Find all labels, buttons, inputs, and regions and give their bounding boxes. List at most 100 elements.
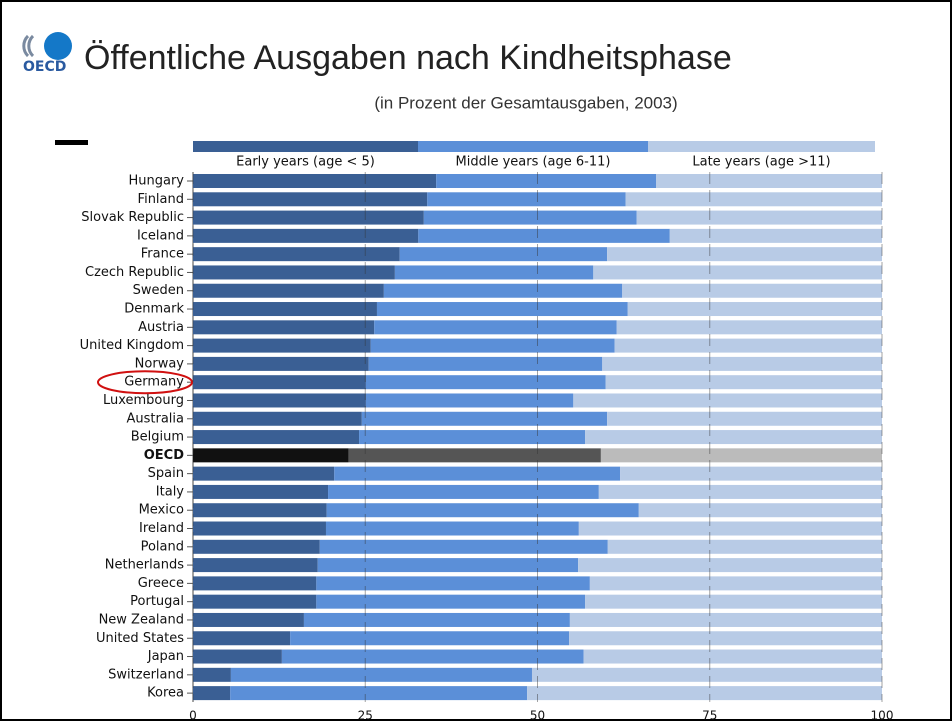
bar-segment — [281, 649, 584, 664]
bar-segment — [607, 411, 882, 426]
y-tick-label: Belgium — [131, 430, 184, 445]
bar-segment — [605, 375, 882, 390]
chart-title: Öffentliche Ausgaben nach Kindheitsphase — [84, 39, 732, 77]
bar-segment — [348, 448, 601, 463]
bar-segment — [365, 393, 574, 408]
bar-segment — [669, 228, 882, 243]
y-tick-label: Poland — [141, 539, 184, 554]
legend-swatch — [418, 141, 648, 152]
bar-segment — [589, 576, 882, 591]
y-tick-label: Greece — [138, 576, 184, 591]
y-tick-label: Czech Republic — [85, 265, 184, 280]
y-tick-label: Iceland — [137, 228, 184, 243]
y-tick-label: United Kingdom — [80, 338, 184, 353]
y-tick-label: Australia — [126, 411, 184, 426]
bar-segment — [368, 356, 603, 371]
bar-segment — [193, 247, 400, 262]
bar-segment — [193, 283, 384, 298]
legend-label: Early years (age < 5) — [236, 155, 375, 170]
y-tick-label: Netherlands — [105, 558, 184, 573]
bar-segment — [370, 338, 615, 353]
y-tick-label: Norway — [135, 356, 185, 371]
bar-segment — [399, 247, 608, 262]
bar-segment — [625, 192, 882, 207]
x-tick-label: 75 — [702, 709, 717, 721]
y-tick-label: Germany — [124, 375, 184, 390]
bar-segment — [193, 210, 424, 225]
y-tick-label: Korea — [147, 686, 184, 701]
bar-segment — [585, 594, 882, 609]
bar-segment — [193, 484, 329, 499]
bar-segment — [573, 393, 882, 408]
bar-segment — [193, 393, 366, 408]
bar-segment — [394, 265, 594, 280]
x-tick-label: 25 — [358, 709, 373, 721]
bar-segment — [622, 283, 882, 298]
y-tick-label: Mexico — [139, 503, 184, 518]
y-tick-label: France — [141, 247, 184, 262]
bar-segment — [193, 192, 428, 207]
bar-segment — [193, 174, 437, 188]
bar-segment — [636, 210, 882, 225]
logo-arc — [27, 34, 35, 58]
bar-segment — [193, 612, 304, 627]
bar-segment — [230, 686, 528, 701]
y-tick-label: Italy — [156, 484, 185, 499]
bar-segment — [328, 484, 599, 499]
bar-segment — [193, 667, 231, 682]
legend-swatch — [648, 141, 875, 152]
bar-segment — [638, 503, 882, 518]
y-tick-label: Austria — [138, 320, 184, 335]
bar-segment — [427, 192, 626, 207]
legend-label: Late years (age >11) — [692, 155, 830, 170]
bar-segment — [578, 521, 882, 536]
bar-segment — [627, 302, 882, 317]
bar-segment — [230, 667, 532, 682]
bar-segment — [303, 612, 570, 627]
y-tick-label: New Zealand — [99, 612, 184, 627]
bar-segment — [527, 686, 882, 701]
y-tick-label: Luxembourg — [103, 393, 184, 408]
bar-segment — [616, 320, 882, 335]
bar-segment — [316, 576, 590, 591]
dash — [55, 140, 88, 145]
bar-segment — [193, 466, 335, 481]
x-tick-label: 0 — [189, 709, 197, 721]
bar-segment — [193, 320, 375, 335]
bar-segment — [383, 283, 623, 298]
bar-segment — [593, 265, 882, 280]
bar-segment — [193, 503, 327, 518]
y-tick-label: Finland — [138, 192, 184, 207]
chart-subtitle: (in Prozent der Gesamtausgaben, 2003) — [374, 93, 677, 112]
bar-segment — [193, 558, 318, 573]
logo: OECD — [22, 32, 72, 75]
bar-segment — [193, 576, 317, 591]
bar-segment — [193, 411, 362, 426]
bar-segment — [569, 612, 882, 627]
bar-segment — [193, 521, 326, 536]
y-tick-label: Japan — [147, 649, 184, 664]
logo-arc — [22, 34, 30, 58]
bar-segment — [361, 411, 608, 426]
bar-segment — [193, 448, 349, 463]
y-tick-label: Switzerland — [108, 667, 184, 682]
bar-segment — [423, 210, 637, 225]
bar-segment — [569, 631, 882, 646]
bar-segment — [598, 484, 882, 499]
legend-label: Middle years (age 6-11) — [456, 155, 611, 170]
highlight-circle — [97, 370, 193, 395]
y-tick-label: OECD — [144, 448, 184, 463]
bar-segment — [607, 539, 882, 554]
bar-segment — [193, 649, 282, 664]
bar-segment — [334, 466, 621, 481]
bar-segment — [325, 521, 579, 536]
bar-segment — [193, 302, 377, 317]
bar-segment — [374, 320, 617, 335]
logo-text: OECD — [23, 59, 66, 75]
y-tick-label: Hungary — [128, 174, 184, 189]
bar-segment — [193, 430, 360, 445]
bar-segment — [316, 594, 586, 609]
bar-segment — [583, 649, 882, 664]
bar-segment — [656, 174, 882, 188]
bar-segment — [578, 558, 882, 573]
